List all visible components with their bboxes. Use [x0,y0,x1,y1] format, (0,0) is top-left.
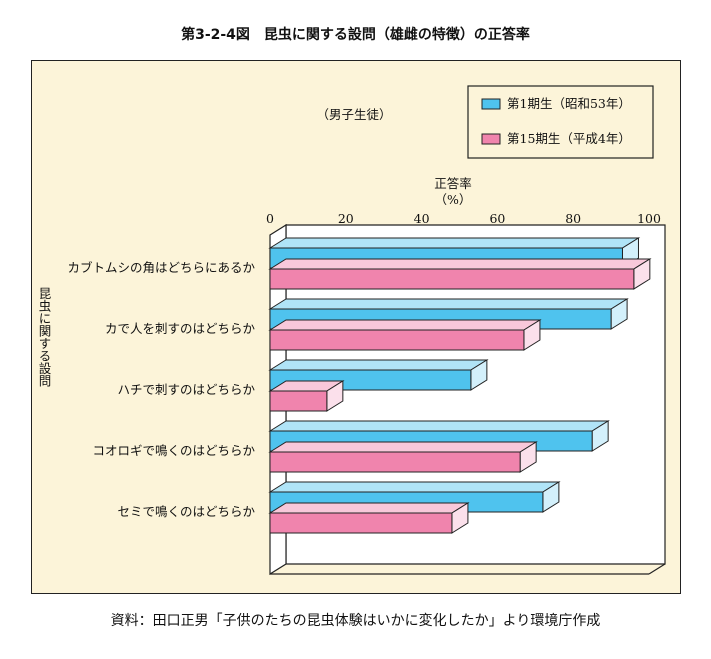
legend-label-series1: 第1期生（昭和53年） [507,96,631,111]
x-tick-label: 80 [565,211,581,226]
chart-panel: 第1期生（昭和53年） 第15期生（平成4年） （男子生徒） 正答率 （%） 昆… [31,60,681,594]
category-label: セミで鳴くのはどちらか [117,504,255,519]
x-tick-label: 20 [338,211,354,226]
bar-top-face [268,481,561,493]
bar-top-face [268,359,489,371]
bar-series2 [268,319,542,351]
x-tick-label: 40 [414,211,430,226]
bar-top-face [268,237,641,249]
figure-title: 第3-2-4図 昆虫に関する設問（雄雌の特徴）の正答率 [181,27,530,43]
x-tick-label: 100 [637,211,661,226]
bar-front-face [269,390,328,412]
bar-top-face [268,441,538,453]
axis-title-unit: （%） [435,192,472,207]
bar-front-face [269,451,521,473]
category-label: カで人を刺すのはどちらか [105,321,256,336]
bar-top-face [268,420,610,432]
x-tick-label: 60 [489,211,505,226]
bar-front-face [269,329,525,351]
bar-top-face [268,258,652,270]
bar-chart: 第1期生（昭和53年） 第15期生（平成4年） （男子生徒） 正答率 （%） 昆… [37,85,666,576]
bar-series2 [268,380,345,412]
category-label: コオロギで鳴くのはどちらか [92,443,255,458]
legend-swatch-series1 [481,98,501,110]
bars [268,237,652,534]
axis-title: 正答率 [434,176,472,191]
category-labels: カブトムシの角はどちらにあるかカで人を刺すのはどちらかハチで刺すのはどちらかコオ… [67,260,255,519]
plot-floor-right [648,563,666,575]
bar-series2 [268,258,652,290]
chart-subtitle: （男子生徒） [316,107,391,122]
source-note: 資料：田口正男「子供のたちの昆虫体験はいかに変化したか」より環境庁作成 [110,613,601,629]
bar-front-face [269,512,453,534]
category-label: ハチで刺すのはどちらか [117,382,255,397]
category-label: カブトムシの角はどちらにあるか [67,260,255,275]
bar-front-face [269,268,635,290]
bar-series2 [268,502,470,534]
legend-box [467,85,654,159]
legend-label-series2: 第15期生（平成4年） [507,131,631,146]
y-axis-title: 昆虫に関する設問 [37,287,52,387]
x-tick-labels: 0 20 40 60 80 100 [266,211,661,226]
x-tick-label: 0 [266,211,274,226]
bar-series2 [268,441,538,473]
bar-top-face [268,319,542,331]
legend-swatch-series2 [481,133,501,145]
bar-top-face [268,298,629,310]
bar-top-face [268,502,470,514]
